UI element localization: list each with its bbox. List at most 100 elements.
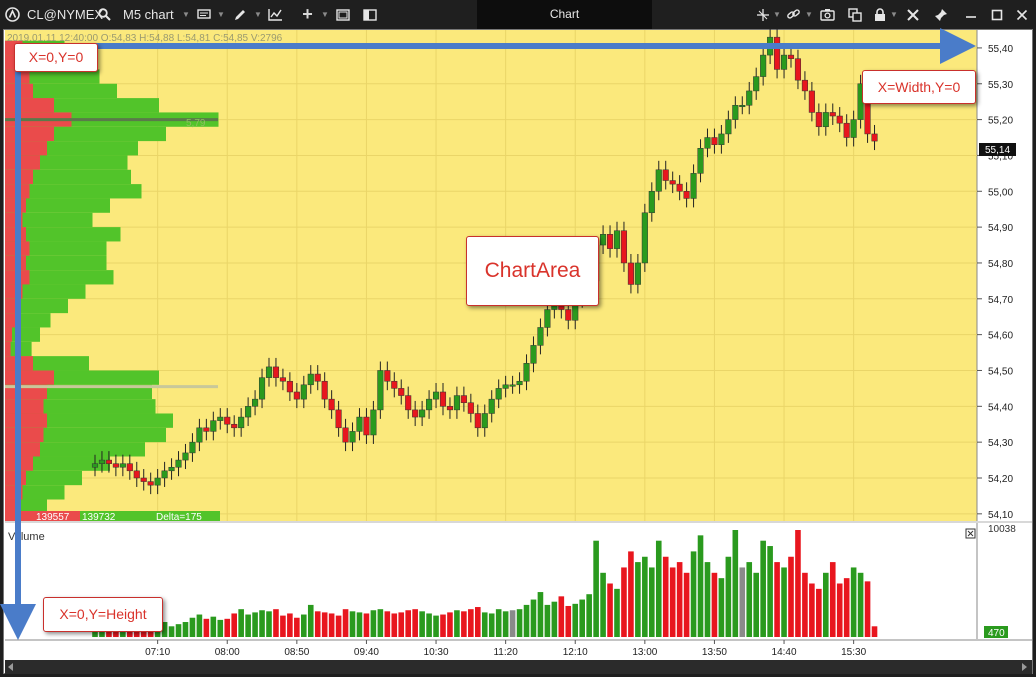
candle-body <box>676 183 683 192</box>
volume-bar <box>426 613 432 637</box>
candle-body <box>725 119 732 135</box>
volume-bar <box>642 556 648 637</box>
copy-window-icon[interactable] <box>846 6 863 23</box>
scroll-left-icon[interactable] <box>8 663 13 671</box>
volume-bar <box>635 562 641 637</box>
candle-body <box>217 416 224 421</box>
candle-body <box>419 409 426 418</box>
tools-icon[interactable] <box>905 6 922 23</box>
price-tick-label: 55,30 <box>988 80 1013 91</box>
template-icon[interactable] <box>195 6 212 23</box>
maximize-icon[interactable] <box>988 6 1005 23</box>
time-axis[interactable] <box>5 640 1032 660</box>
candle-body <box>648 191 655 214</box>
volume-bar <box>475 607 481 637</box>
profile-footer-sell <box>5 511 80 521</box>
volume-close-x2 <box>967 530 974 537</box>
volume-bar <box>579 599 585 637</box>
chart-name[interactable]: M5 chart <box>123 7 174 22</box>
candle-body <box>175 459 182 468</box>
volume-bar <box>704 562 711 637</box>
price-tick-label: 54,30 <box>988 438 1013 449</box>
crosshair-plus-icon[interactable]: + <box>302 4 313 24</box>
profile-buy-bar <box>5 184 142 199</box>
pin-icon[interactable] <box>932 6 949 23</box>
volume-bar <box>252 612 258 637</box>
candle-body <box>787 54 795 59</box>
minimize-icon[interactable] <box>962 6 979 23</box>
close-icon[interactable] <box>1013 6 1030 23</box>
link-icon[interactable] <box>785 6 802 23</box>
volume-bar <box>189 617 196 637</box>
volume-bar <box>871 626 878 637</box>
volume-bar <box>412 609 418 637</box>
volume-bar <box>133 627 140 637</box>
candle-body <box>398 388 405 396</box>
search-icon[interactable] <box>96 6 113 23</box>
profile-footer-bar <box>5 511 220 521</box>
scroll-right-icon[interactable] <box>1022 663 1027 671</box>
layout-icon[interactable] <box>361 6 378 23</box>
candle-body <box>474 413 481 429</box>
volume-bar <box>669 567 676 637</box>
camera-icon[interactable] <box>819 6 836 23</box>
volume-bar <box>739 567 746 637</box>
price-tick-label: 54,90 <box>988 223 1013 234</box>
volume-bar <box>447 612 453 637</box>
annotation-width: X=Width,Y=0 <box>862 70 976 104</box>
lock-caret-icon[interactable]: ▼ <box>890 10 898 19</box>
candle-body <box>370 409 377 436</box>
template-caret-icon[interactable]: ▼ <box>217 10 225 19</box>
volume-bar <box>168 626 175 637</box>
volume-bar <box>335 615 342 637</box>
indicators-icon[interactable] <box>267 6 284 23</box>
volume-bar <box>210 616 217 637</box>
volume-bar <box>725 556 732 637</box>
price-axis[interactable] <box>977 30 1032 521</box>
chart-toolbar: CL@NYMEX M5 chart ▼ ▼ ▼ + ▼ Chart ▼ ▼ ▼ <box>0 0 1036 29</box>
chart-name-caret-icon[interactable]: ▼ <box>182 10 190 19</box>
candle-body <box>641 212 648 264</box>
candle-body <box>203 427 210 432</box>
candle-body <box>161 470 168 479</box>
candle-body <box>265 366 273 378</box>
cursor-icon[interactable] <box>754 6 771 23</box>
volume-bar <box>488 613 495 637</box>
horizontal-scrollbar[interactable] <box>5 660 1032 674</box>
profile-buy-bar <box>5 327 40 342</box>
volume-bar <box>718 578 725 637</box>
draw-caret-icon[interactable]: ▼ <box>254 10 262 19</box>
candle-body <box>690 173 697 199</box>
candle-body <box>627 262 634 285</box>
candle-body <box>815 112 822 128</box>
time-tick-label: 15:30 <box>841 647 866 658</box>
profile-buy-bar <box>5 255 107 271</box>
candle-body <box>669 180 676 185</box>
app-logo-icon[interactable] <box>4 6 21 23</box>
volume-bar <box>203 618 210 637</box>
candle-body <box>147 481 154 486</box>
cursor-caret-icon[interactable]: ▼ <box>773 10 781 19</box>
candle-body <box>481 413 488 429</box>
volume-bar <box>217 619 224 637</box>
candle-body <box>829 112 836 117</box>
candle-body <box>495 388 502 400</box>
volume-bar <box>106 627 112 637</box>
price-tick-label: 54,50 <box>988 366 1013 377</box>
crosshair-caret-icon[interactable]: ▼ <box>321 10 329 19</box>
candle-body <box>801 79 808 92</box>
symbol-name[interactable]: CL@NYMEX <box>27 7 104 22</box>
link-caret-icon[interactable]: ▼ <box>805 10 813 19</box>
window-icon[interactable] <box>334 6 351 23</box>
lock-icon[interactable] <box>871 6 888 23</box>
time-tick-label: 13:50 <box>702 647 727 658</box>
candle-body <box>871 133 878 142</box>
candle-body <box>182 452 189 461</box>
volume-panel-close-icon[interactable] <box>965 528 976 539</box>
candle-body <box>98 459 106 464</box>
candle-body <box>551 305 558 310</box>
draw-pencil-icon[interactable] <box>231 6 248 23</box>
candle-body <box>224 416 231 425</box>
candle-body <box>112 463 119 468</box>
